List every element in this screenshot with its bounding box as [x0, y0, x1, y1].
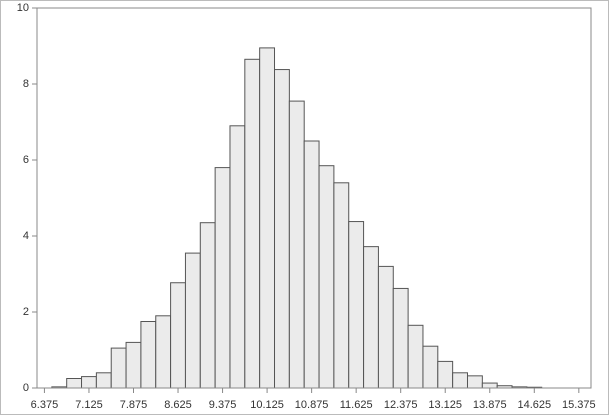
bar	[333, 182, 350, 389]
plot-frame	[36, 7, 592, 389]
bar	[466, 375, 483, 389]
y-tick-label: 2	[23, 306, 29, 318]
x-tick-label: 12.375	[384, 399, 418, 411]
x-tick-label: 8.625	[164, 399, 192, 411]
bar	[81, 376, 97, 389]
bar	[407, 324, 424, 389]
bar	[95, 372, 112, 389]
bar	[244, 58, 261, 389]
bar	[110, 347, 127, 389]
x-tick-label: 13.125	[428, 399, 462, 411]
x-tick-label: 15.375	[562, 399, 596, 411]
bar	[288, 100, 305, 389]
y-tick-label: 0	[23, 382, 29, 394]
x-tick-label: 7.875	[120, 399, 148, 411]
bar	[377, 265, 394, 389]
bar	[125, 341, 142, 389]
bar	[422, 345, 439, 389]
x-tick-label: 9.375	[209, 399, 237, 411]
bar	[437, 360, 454, 389]
x-tick-label: 14.625	[517, 399, 551, 411]
bar	[363, 246, 379, 389]
bar	[392, 287, 409, 389]
y-tick-label: 10	[17, 2, 29, 14]
y-tick-label: 6	[23, 154, 29, 166]
x-tick-label: 11.625	[340, 399, 373, 411]
x-tick-label: 13.875	[473, 399, 507, 411]
bar	[452, 372, 468, 389]
x-tick-label: 10.125	[250, 399, 284, 411]
bar	[184, 252, 201, 389]
bar	[318, 165, 335, 389]
x-tick-label: 7.125	[75, 399, 103, 411]
bar	[170, 282, 186, 389]
bar	[66, 378, 83, 389]
bar	[481, 382, 498, 389]
bar	[274, 69, 290, 389]
bar	[348, 221, 365, 389]
bar	[199, 222, 216, 389]
bar	[229, 125, 246, 389]
bar	[214, 167, 231, 389]
x-tick-label: 6.375	[31, 399, 59, 411]
y-tick-label: 8	[23, 78, 29, 90]
bar	[259, 47, 276, 389]
bar	[155, 315, 172, 389]
bar	[140, 321, 157, 389]
y-tick-label: 4	[23, 230, 29, 242]
bar	[303, 140, 320, 389]
x-tick-label: 10.875	[295, 399, 329, 411]
